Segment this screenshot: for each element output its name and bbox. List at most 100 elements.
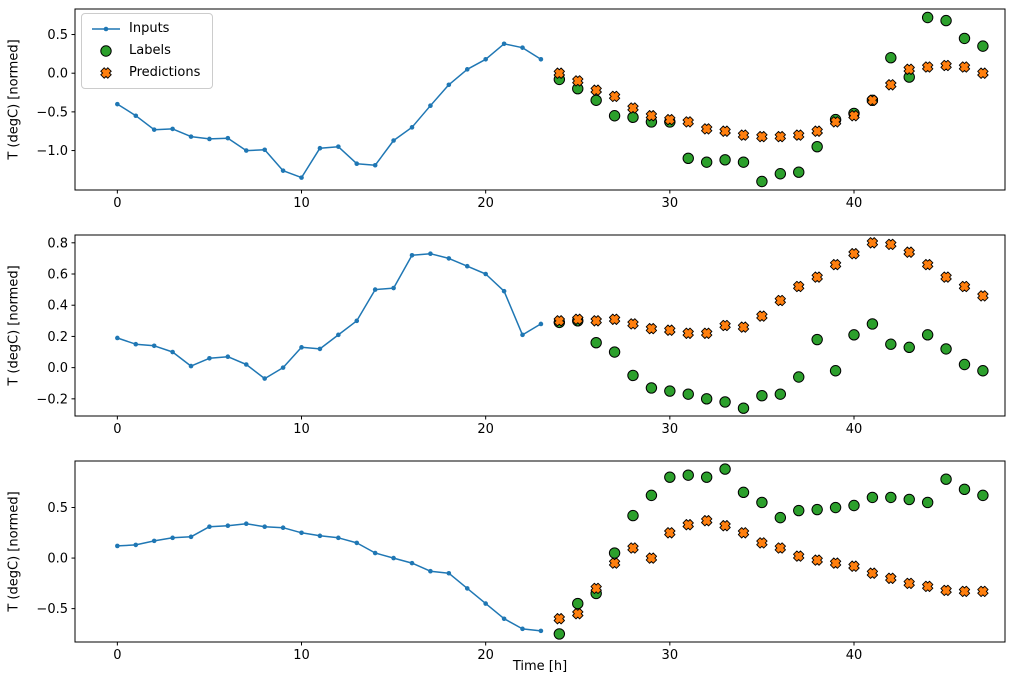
inputs-marker — [188, 363, 194, 369]
labels-marker — [774, 388, 787, 400]
labels-marker — [921, 11, 934, 24]
predictions-marker — [756, 537, 768, 549]
labels-marker — [682, 388, 694, 400]
labels-marker — [958, 483, 971, 496]
labels-marker — [719, 396, 731, 408]
predictions-marker — [627, 102, 639, 114]
inputs-marker — [391, 555, 396, 561]
labels-marker — [572, 597, 584, 610]
x-tick-label: 40 — [846, 196, 863, 211]
predictions-marker — [922, 61, 934, 73]
labels-marker — [774, 511, 787, 524]
labels-marker — [645, 489, 658, 502]
inputs-marker — [151, 127, 157, 132]
inputs-marker — [409, 252, 415, 258]
predictions-marker — [627, 318, 639, 330]
predictions-marker — [553, 315, 565, 327]
predictions-marker — [958, 280, 971, 293]
labels-marker — [903, 71, 915, 83]
axes-frame — [74, 8, 1006, 191]
labels-marker — [664, 471, 676, 483]
predictions-x-icon — [91, 66, 121, 80]
inputs-marker — [207, 136, 212, 142]
predictions-marker — [903, 577, 915, 590]
predictions-marker — [774, 130, 786, 143]
legend-label-predictions: Predictions — [129, 65, 201, 80]
labels-marker — [866, 491, 879, 504]
legend-label-inputs: Inputs — [129, 21, 170, 36]
predictions-marker — [811, 554, 823, 566]
inputs-marker — [133, 341, 139, 347]
inputs-marker — [520, 626, 525, 632]
inputs-marker — [280, 168, 286, 173]
predictions-marker — [774, 294, 786, 307]
inputs-marker — [336, 332, 341, 338]
predictions-marker — [958, 61, 971, 73]
legend-entry-labels: Labels — [91, 44, 200, 58]
predictions-marker — [701, 327, 713, 339]
x-tick-label: 10 — [293, 648, 310, 663]
inputs-marker — [280, 525, 286, 531]
predictions-marker — [664, 324, 676, 336]
y-tick-label: 0.6 — [47, 268, 68, 283]
predictions-marker — [572, 608, 584, 620]
labels-marker — [866, 318, 879, 330]
labels-marker — [811, 333, 823, 346]
labels-marker — [958, 358, 971, 371]
predictions-marker — [866, 567, 879, 579]
predictions-marker — [682, 519, 694, 531]
labels-marker — [608, 346, 621, 358]
labels-marker — [903, 493, 915, 506]
predictions-marker — [829, 116, 842, 128]
labels-marker — [977, 365, 989, 377]
labels-marker — [958, 32, 971, 45]
inputs-marker — [391, 285, 396, 291]
inputs-marker — [115, 335, 120, 341]
x-tick-label: 30 — [662, 648, 679, 663]
inputs-marker — [299, 345, 304, 350]
predictions-marker — [719, 125, 731, 137]
labels-marker — [719, 154, 731, 166]
legend-entry-predictions: Predictions — [91, 66, 200, 80]
inputs-marker — [428, 103, 433, 108]
predictions-marker — [701, 515, 713, 527]
labels-marker — [608, 110, 621, 122]
inputs-marker — [225, 135, 231, 141]
predictions-marker — [701, 123, 713, 135]
predictions-marker — [922, 580, 934, 593]
inputs-line-icon — [91, 22, 121, 36]
y-tick-label: 0.5 — [47, 501, 68, 516]
inputs-marker — [243, 521, 249, 526]
labels-marker — [885, 491, 897, 504]
y-tick-label: 0.0 — [47, 552, 68, 567]
x-axis-label: Time [h] — [512, 659, 568, 674]
predictions-marker — [866, 237, 879, 249]
subplot-1-canvas: 0 10 20 30 40 0.5 0.0 −0.5 −1.0 — [36, 8, 1006, 211]
inputs-marker — [372, 162, 378, 168]
predictions-marker — [885, 79, 897, 91]
x-tick-label: 30 — [662, 422, 679, 437]
labels-marker — [921, 496, 934, 509]
predictions-marker — [977, 67, 989, 79]
labels-marker — [627, 509, 639, 522]
predictions-marker — [756, 130, 768, 143]
x-tick-label: 0 — [113, 648, 121, 663]
subplot-3-canvas: 0 10 20 30 40 0.5 0.0 −0.5 — [36, 460, 1006, 663]
predictions-swatch-x — [100, 67, 112, 79]
labels-marker — [885, 338, 897, 350]
predictions-marker — [793, 129, 805, 141]
predictions-marker — [756, 310, 768, 322]
inputs-marker — [262, 376, 267, 381]
inputs-line — [117, 43, 542, 179]
inputs-marker — [225, 523, 231, 529]
inputs-marker — [170, 535, 175, 541]
inputs-marker — [133, 113, 139, 119]
inputs-marker — [336, 144, 341, 149]
inputs-marker — [538, 321, 544, 327]
predictions-marker — [829, 258, 842, 271]
predictions-marker — [664, 527, 676, 539]
labels-marker — [940, 473, 952, 485]
inputs-marker — [409, 560, 415, 566]
inputs-marker — [354, 318, 360, 324]
inputs-marker — [262, 524, 267, 530]
